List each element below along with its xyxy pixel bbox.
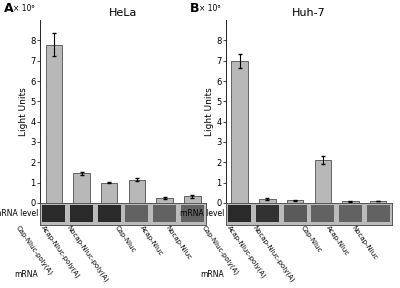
Bar [314,160,331,203]
Text: Nocap-Nluc-poly(A): Nocap-Nluc-poly(A) [251,225,295,284]
Y-axis label: Light Units: Light Units [19,87,28,136]
Text: Acap-Nluc-poly(A): Acap-Nluc-poly(A) [40,225,82,280]
Bar [287,200,304,203]
Text: Nocap-Nluc: Nocap-Nluc [164,225,192,261]
Text: Acap-Nluc: Acap-Nluc [325,225,350,257]
Bar [228,205,252,222]
Text: × 10⁶: × 10⁶ [14,4,35,13]
Bar [46,45,62,203]
Bar [153,205,176,222]
Bar [284,205,307,222]
Text: Acap-Nluc: Acap-Nluc [139,225,164,257]
Bar [42,205,66,222]
Bar [259,199,276,203]
Text: mRNA level: mRNA level [180,209,224,218]
Bar [342,201,359,203]
Bar [184,196,200,203]
Bar [256,205,279,222]
Bar [370,201,386,203]
Text: mRNA level: mRNA level [0,209,38,218]
Bar [232,61,248,203]
Bar [98,205,121,222]
Text: Cap-Nluc: Cap-Nluc [300,225,323,254]
Bar [125,205,148,222]
Bar [311,205,334,222]
Bar [339,205,362,222]
Title: Huh-7: Huh-7 [292,8,326,18]
Bar [156,198,173,203]
Bar [70,205,93,222]
Text: Cap-Nluc: Cap-Nluc [114,225,137,254]
Text: Nocap-Nluc: Nocap-Nluc [350,225,378,261]
Text: A: A [4,2,13,15]
Text: Cap-Nluc-poly(A): Cap-Nluc-poly(A) [201,225,240,276]
Text: Nocap-Nluc-poly(A): Nocap-Nluc-poly(A) [65,225,109,284]
Bar [366,205,390,222]
Text: Cap-Nluc-poly(A): Cap-Nluc-poly(A) [15,225,54,276]
Text: × 10⁶: × 10⁶ [199,4,221,13]
Bar [180,205,204,222]
Text: mRNA: mRNA [14,270,38,279]
Bar [73,173,90,203]
Y-axis label: Light Units: Light Units [205,87,214,136]
Bar [128,179,145,203]
Title: HeLa: HeLa [109,8,137,18]
Bar [101,183,118,203]
Text: mRNA: mRNA [200,270,224,279]
Text: B: B [190,2,199,15]
Text: Acap-Nluc-poly(A): Acap-Nluc-poly(A) [226,225,268,280]
